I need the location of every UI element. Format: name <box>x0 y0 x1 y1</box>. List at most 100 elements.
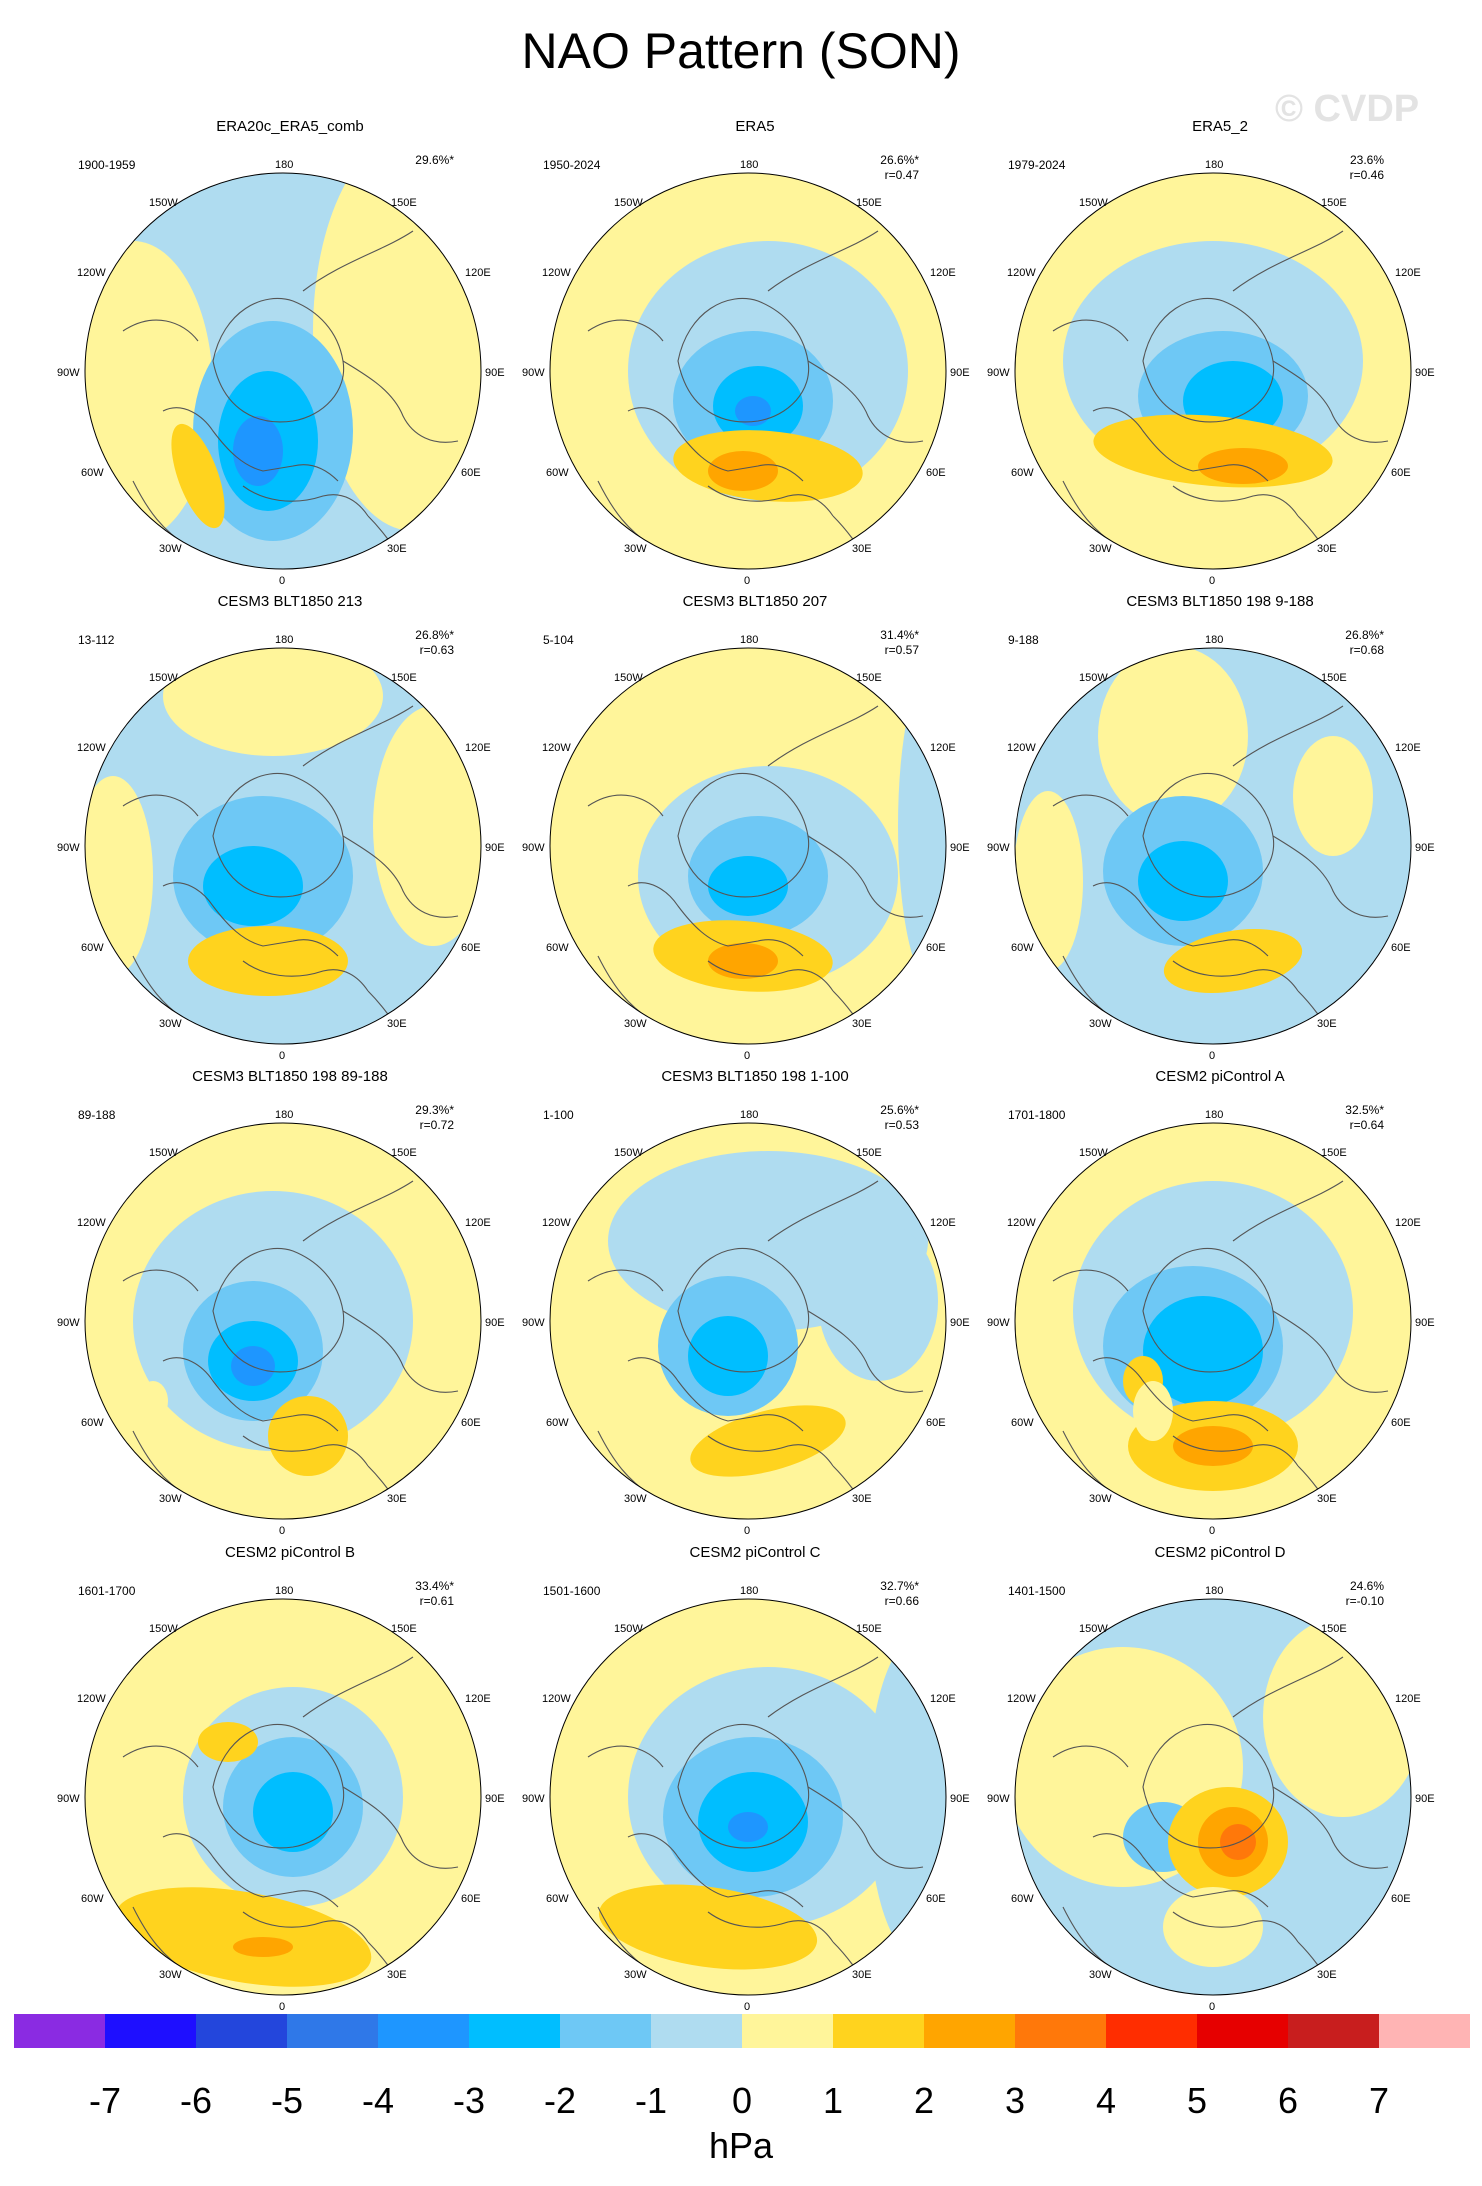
longitude-label: 150E <box>391 1147 417 1159</box>
colorbar-segment <box>560 2014 651 2048</box>
explained-variance: 31.4%* <box>880 628 919 642</box>
panel-period: 1601-1700 <box>78 1584 136 1598</box>
explained-variance: 33.4%* <box>415 1579 454 1593</box>
polar-map <box>84 647 482 1045</box>
longitude-label: 180 <box>740 1109 759 1121</box>
panel-stats: 26.8%* r=0.63 <box>415 628 454 658</box>
longitude-label: 0 <box>744 1050 751 1062</box>
explained-variance: 29.3%* <box>415 1103 454 1117</box>
longitude-label: 60W <box>1011 1893 1034 1905</box>
negative-anomaly-contour <box>231 1346 275 1386</box>
map-border <box>549 172 947 570</box>
panel-title: CESM2 piControl C <box>689 1544 821 1561</box>
longitude-label: 0 <box>1209 575 1216 587</box>
longitude-label: 150W <box>614 197 643 209</box>
colorbar-tick-label: 4 <box>1095 2080 1117 2121</box>
longitude-label: 30E <box>1317 1018 1337 1030</box>
positive-anomaly-contour <box>138 1381 168 1421</box>
longitude-label: 120W <box>1007 1217 1036 1229</box>
longitude-label: 90E <box>950 1317 970 1329</box>
longitude-label: 150E <box>856 1623 882 1635</box>
longitude-label: 150E <box>856 672 882 684</box>
negative-anomaly-contour <box>1138 841 1228 921</box>
longitude-label: 30W <box>624 1969 647 1981</box>
coastline <box>1272 1310 1389 1393</box>
longitude-label: 60W <box>546 1893 569 1905</box>
longitude-label: 150W <box>614 1147 643 1159</box>
longitude-label: 90W <box>57 1317 80 1329</box>
polar-map <box>1014 172 1412 570</box>
coastline <box>1172 1911 1299 1943</box>
longitude-label: 180 <box>1205 1585 1224 1597</box>
longitude-label: 150W <box>149 672 178 684</box>
coastline <box>1052 1745 1129 1768</box>
coastline <box>1052 794 1129 817</box>
panel-stats: 32.7%* r=0.66 <box>880 1579 919 1609</box>
longitude-label: 180 <box>1205 159 1224 171</box>
longitude-label: 60E <box>1391 942 1411 954</box>
longitude-label: 120W <box>542 742 571 754</box>
longitude-label: 90W <box>522 1317 545 1329</box>
polar-map <box>1014 1598 1412 1996</box>
panel-stats: 26.6%* r=0.47 <box>880 153 919 183</box>
coastline <box>162 1833 339 1908</box>
longitude-label: 150E <box>391 1623 417 1635</box>
coastline <box>587 1269 664 1292</box>
longitude-label: 60W <box>81 467 104 479</box>
colorbar-segment <box>196 2014 287 2048</box>
positive-anomaly-contour <box>1133 1381 1173 1441</box>
positive-anomaly-contour <box>233 1937 293 1957</box>
coastline <box>302 1656 414 1718</box>
longitude-label: 90W <box>522 842 545 854</box>
longitude-label: 120W <box>77 742 106 754</box>
coastline <box>627 407 804 482</box>
coastline <box>1092 882 1269 957</box>
coastline <box>1172 485 1299 517</box>
longitude-label: 0 <box>1209 1525 1216 1537</box>
positive-anomaly-contour <box>1173 1426 1253 1466</box>
positive-anomaly-contour <box>690 1405 846 1477</box>
negative-anomaly-contour <box>253 1772 333 1852</box>
longitude-label: 0 <box>279 575 286 587</box>
longitude-label: 120E <box>930 1217 956 1229</box>
coastline <box>1232 1180 1344 1242</box>
positive-anomaly-contour <box>163 648 383 756</box>
longitude-label: 0 <box>1209 1050 1216 1062</box>
longitude-label: 0 <box>279 1050 286 1062</box>
longitude-label: 60W <box>546 467 569 479</box>
panel-period: 89-188 <box>78 1108 116 1122</box>
longitude-label: 120E <box>465 742 491 754</box>
coastline <box>1232 230 1344 292</box>
longitude-label: 90W <box>987 1793 1010 1805</box>
colorbar-tick-label: 7 <box>1368 2080 1390 2121</box>
panel-stats: 29.3%* r=0.72 <box>415 1103 454 1133</box>
longitude-label: 150E <box>391 197 417 209</box>
polar-map <box>84 172 482 570</box>
coastline <box>302 705 414 767</box>
pattern-correlation: r=0.47 <box>884 168 919 182</box>
longitude-label: 180 <box>740 634 759 646</box>
colorbar-segment <box>1379 2014 1470 2048</box>
pattern-correlation: r=-0.10 <box>1345 1594 1384 1608</box>
polar-map <box>549 647 947 1045</box>
coastline <box>587 319 664 342</box>
colorbar-segment <box>1015 2014 1106 2048</box>
longitude-label: 180 <box>1205 1109 1224 1121</box>
longitude-label: 90E <box>485 842 505 854</box>
longitude-label: 90E <box>950 842 970 854</box>
coastline <box>162 1357 339 1432</box>
longitude-label: 30E <box>1317 1969 1337 1981</box>
positive-anomaly-contour <box>708 451 778 491</box>
panel-title: CESM3 BLT1850 207 <box>682 593 828 610</box>
coastline <box>122 1745 199 1768</box>
longitude-label: 120W <box>1007 742 1036 754</box>
longitude-label: 30E <box>852 543 872 555</box>
pattern-correlation: r=0.46 <box>1349 168 1384 182</box>
longitude-label: 120W <box>542 267 571 279</box>
polar-map <box>549 1122 947 1520</box>
longitude-label: 0 <box>744 1525 751 1537</box>
explained-variance: 32.7%* <box>880 1579 919 1593</box>
panel-period: 1950-2024 <box>543 158 601 172</box>
colorbar-segment <box>287 2014 378 2048</box>
coastline <box>1272 360 1389 443</box>
